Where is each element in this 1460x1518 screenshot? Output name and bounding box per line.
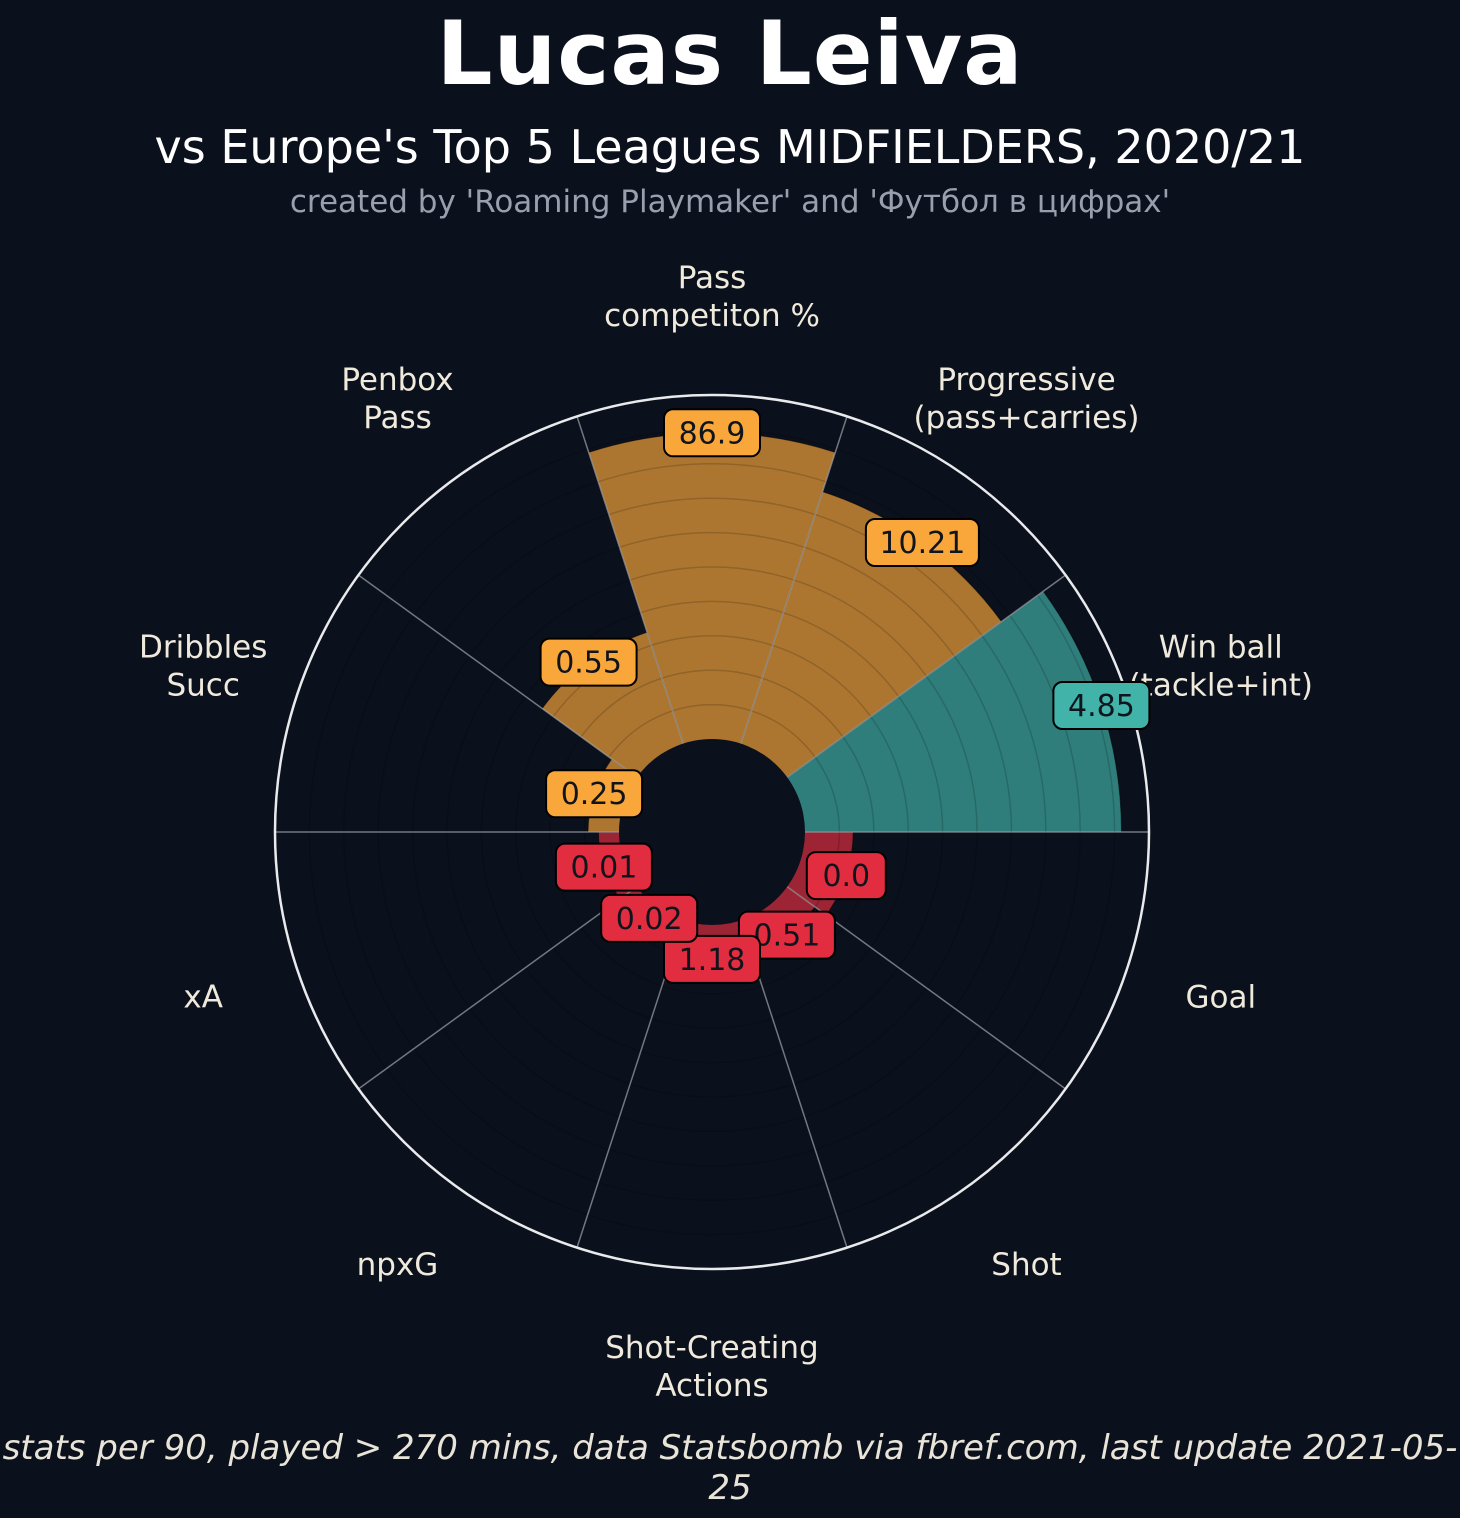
value-badge-text: 0.01 (571, 851, 638, 886)
chart-footnote: stats per 90, played > 270 mins, data St… (2, 1428, 1458, 1508)
param-label-progressive-pass-carries: Progressive (pass+carries) (914, 362, 1140, 436)
value-badge-box (663, 408, 761, 458)
param-label-win-ball-tackle-int: Win ball (tackle+int) (1129, 630, 1313, 704)
value-badge-box (539, 637, 638, 687)
slice-divider (739, 416, 848, 744)
value-badge-dribbles-succ: 0.25 (545, 769, 644, 819)
value-badge-text: 0.02 (616, 902, 683, 937)
slice-divider (358, 574, 638, 778)
value-badge-text: 0.25 (561, 777, 628, 812)
value-badge-pass-competiton: 86.9 (663, 408, 761, 458)
value-badge-box (600, 893, 699, 943)
param-label-shot: Shot (991, 1247, 1061, 1283)
value-badge-text: 86.9 (679, 416, 746, 451)
slice-divider (786, 574, 1066, 778)
param-label-shot-creating-actions: Shot-Creating Actions (605, 1330, 819, 1404)
value-badge-npxg: 0.02 (600, 893, 699, 943)
value-badge-text: 4.85 (1068, 689, 1135, 724)
value-badge-text: 0.51 (754, 919, 821, 954)
param-label-npxg: npxG (357, 1247, 439, 1283)
value-badge-box (545, 769, 644, 819)
slice-divider (576, 416, 685, 744)
param-label-pass-competiton: Pass competiton % (604, 260, 820, 334)
value-badge-box (805, 851, 887, 901)
chart-credit: created by 'Roaming Playmaker' and 'Футб… (289, 184, 1171, 220)
chart-subtitle: vs Europe's Top 5 Leagues MIDFIELDERS, 2… (154, 120, 1306, 174)
slice-divider (358, 886, 638, 1090)
value-badge-text: 1.18 (679, 943, 746, 978)
param-label-penbox-pass: Penbox Pass (341, 362, 453, 436)
value-badge-progressive-pass-carries: 10.21 (864, 518, 980, 567)
value-badge-text: 10.21 (879, 526, 965, 561)
value-badge-penbox-pass: 0.55 (539, 637, 638, 687)
outer-ring (273, 393, 1151, 1271)
param-label-xa: xA (183, 979, 223, 1015)
param-label-dribbles-succ: Dribbles Succ (139, 630, 267, 704)
value-badge-text: 0.0 (822, 859, 870, 894)
chart-title: Lucas Leiva (436, 2, 1024, 105)
value-badge-goal: 0.0 (805, 851, 887, 901)
value-badge-shot-creating-actions: 1.18 (663, 934, 761, 984)
value-badge-text: 0.55 (555, 646, 622, 681)
param-label-goal: Goal (1185, 979, 1256, 1015)
value-badge-box (1052, 681, 1151, 730)
pizza-hole (619, 739, 805, 925)
value-badge-box (864, 518, 980, 567)
value-badge-win-ball-tackle-int: 4.85 (1052, 681, 1151, 730)
value-badge-xa: 0.01 (554, 842, 653, 892)
value-badge-box (554, 842, 653, 892)
value-badge-box (663, 934, 761, 984)
